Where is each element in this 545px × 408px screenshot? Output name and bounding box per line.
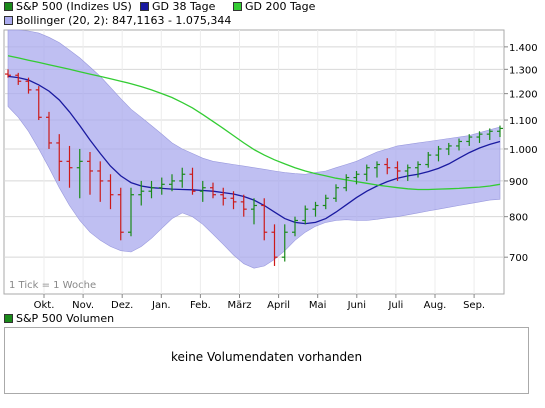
y-tick-label: 700: [509, 253, 528, 264]
x-tick-label: Okt.: [34, 300, 55, 311]
ohlc-bar: [15, 72, 22, 85]
ohlc-bar: [158, 177, 165, 195]
ohlc-bar: [271, 224, 278, 266]
ohlc-bar: [456, 138, 462, 151]
volume-swatch-icon: [4, 314, 13, 323]
ohlc-bar: [425, 152, 432, 168]
y-tick-label: 1.200: [509, 90, 538, 101]
ohlc-bar: [199, 180, 206, 202]
ohlc-bar: [117, 187, 124, 241]
ohlc-bar: [476, 131, 483, 143]
ohlc-bar: [363, 164, 370, 181]
ohlc-bar: [445, 142, 452, 156]
ohlc-bar: [5, 69, 11, 78]
x-axis: Okt. Nov. Dez. Jan. Feb. März April Mai Juni Juli…: [34, 294, 485, 311]
legend-label-gd200: GD 200 Tage: [245, 0, 316, 13]
ohlc-bar: [374, 161, 380, 178]
ohlc-bar: [404, 164, 411, 181]
ohlc-bar: [322, 194, 329, 210]
ohlc-bar: [97, 161, 104, 202]
x-tick-label: März: [227, 300, 251, 311]
gd200-line: [7, 55, 501, 191]
ohlc-bar: [138, 180, 145, 206]
volume-panel: keine Volumendaten vorhanden: [4, 327, 529, 394]
ohlc-bar: [394, 161, 401, 181]
ohlc-bar: [46, 111, 52, 149]
ohlc-bar: [333, 184, 339, 202]
x-tick-label: Feb.: [190, 300, 211, 311]
x-tick-label: Juni: [347, 300, 366, 311]
x-tick-label: Jan.: [151, 300, 171, 311]
ohlc-bar: [312, 201, 319, 217]
y-tick-label: 1.300: [509, 65, 538, 76]
y-axis: 700 800 900 1.000 1.100 1.200 1.300 1.400: [504, 43, 538, 264]
ohlc-bar: [302, 205, 309, 225]
sp500-swatch-icon: [4, 2, 13, 11]
ohlc-bar: [148, 180, 155, 199]
ohlc-bar: [56, 134, 63, 181]
ohlc-bar: [169, 174, 175, 192]
legend-item-volume: S&P 500 Volumen: [4, 312, 114, 325]
x-tick-label: Dez.: [111, 300, 133, 311]
volume-message: keine Volumendaten vorhanden: [170, 350, 363, 364]
legend-item-sp500: S&P 500 (Indizes US): [4, 0, 132, 13]
gd200-swatch-icon: [233, 2, 242, 11]
x-tick-label: Sep.: [463, 300, 485, 311]
ohlc-bar: [189, 167, 196, 195]
ohlc-bar: [292, 216, 298, 237]
ohlc-bar: [466, 134, 473, 146]
y-tick-label: 1.000: [509, 145, 538, 156]
x-tick-label: Juli: [387, 300, 403, 311]
tick-note: 1 Tick = 1 Woche: [9, 280, 96, 291]
y-tick-label: 1.100: [509, 116, 538, 127]
x-tick-label: Nov.: [72, 300, 94, 311]
ohlc-bar: [343, 174, 350, 192]
legend-label-sp500: S&P 500 (Indizes US): [16, 0, 132, 13]
ohlc-bar: [25, 77, 32, 94]
ohlc-bars: [5, 69, 503, 266]
x-tick-label: April: [267, 300, 290, 311]
ohlc-bar: [415, 161, 421, 178]
y-tick-label: 1.400: [509, 43, 538, 54]
legend-label-gd38: GD 38 Tage: [152, 0, 216, 13]
ohlc-bar: [261, 198, 268, 241]
y-tick-label: 800: [509, 213, 528, 224]
ohlc-bar: [251, 198, 257, 225]
y-tick-label: 900: [509, 177, 528, 188]
ohlc-bar: [384, 158, 391, 175]
x-tick-label: Aug.: [424, 300, 447, 311]
x-tick-label: Mai: [309, 300, 327, 311]
ohlc-bar: [497, 125, 503, 138]
legend-item-gd38: GD 38 Tage: [140, 0, 215, 13]
ohlc-bar: [210, 182, 216, 199]
ohlc-bar: [128, 187, 134, 237]
ohlc-bar: [76, 148, 83, 199]
bollinger-swatch-icon: [4, 16, 13, 25]
ohlc-bar: [435, 145, 442, 162]
ohlc-bar: [179, 167, 186, 188]
volume-title: S&P 500 Volumen: [16, 312, 115, 325]
ohlc-bar: [220, 187, 227, 206]
ohlc-bar: [230, 191, 237, 210]
ohlc-bar: [35, 86, 42, 121]
legend-item-gd200: GD 200 Tage: [233, 0, 315, 13]
ohlc-bar: [353, 170, 360, 185]
legend-item-bollinger: Bollinger (20, 2): 847,1163 - 1.075,344: [4, 14, 231, 27]
ohlc-bar: [281, 224, 288, 262]
ohlc-bar: [240, 194, 247, 217]
ohlc-bar: [107, 174, 114, 210]
ohlc-bar: [66, 145, 73, 188]
legend-label-bollinger: Bollinger (20, 2): 847,1163 - 1.075,344: [16, 14, 232, 27]
gd38-swatch-icon: [140, 2, 149, 11]
price-chart: 700 800 900 1.000 1.100 1.200 1.300 1.400 Okt. N…: [3, 29, 538, 311]
ohlc-bar: [486, 128, 493, 140]
ohlc-bar: [87, 152, 93, 195]
